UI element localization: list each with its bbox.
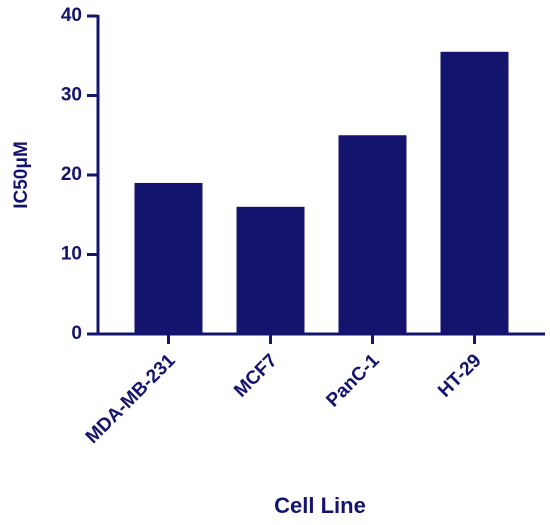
bar xyxy=(440,51,509,335)
y-tick-label: 10 xyxy=(61,244,82,265)
y-tick-label: 40 xyxy=(61,5,82,26)
x-tick-label: PanC-1 xyxy=(322,350,383,411)
y-tick-label: 0 xyxy=(71,323,82,344)
y-axis-title: IC50μM xyxy=(11,141,32,209)
x-tick-label: MCF7 xyxy=(230,350,281,401)
x-tick-label: HT-29 xyxy=(434,350,485,401)
x-tick-label: MDA-MB-231 xyxy=(82,350,180,448)
y-tick-label: 30 xyxy=(61,85,82,106)
bar xyxy=(134,182,203,334)
bar xyxy=(338,135,407,334)
bar xyxy=(236,206,305,334)
x-axis-title: Cell Line xyxy=(274,493,366,518)
y-tick-label: 20 xyxy=(61,164,82,185)
